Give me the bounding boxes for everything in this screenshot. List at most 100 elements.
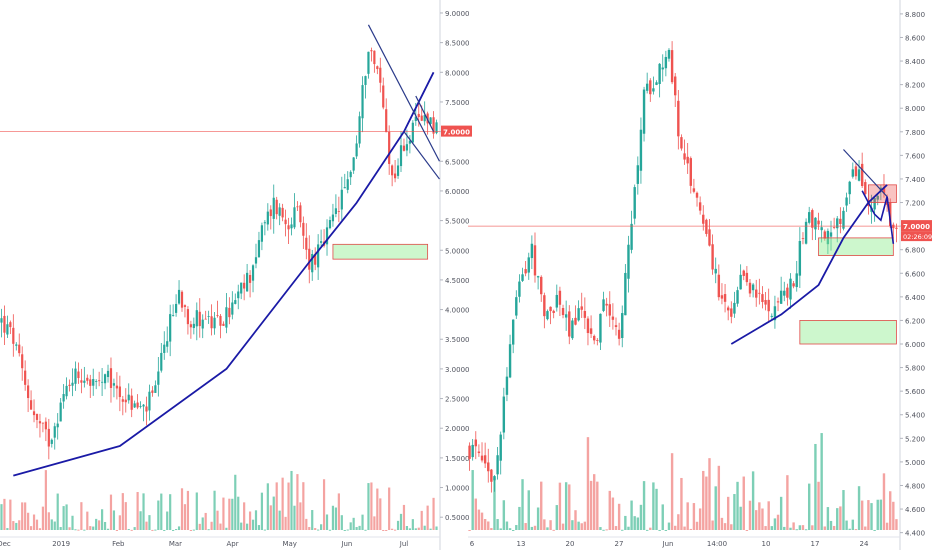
y-tick-label: 8.0000	[445, 69, 470, 77]
volume-bar	[334, 507, 337, 530]
candle-body	[65, 385, 68, 397]
candle-body	[574, 317, 577, 325]
volume-bar	[243, 502, 246, 530]
volume-bar	[284, 516, 287, 530]
y-tick-label: 6.600	[905, 270, 925, 278]
volume-bar	[758, 502, 761, 530]
volume-bar	[764, 526, 767, 530]
candle-body	[269, 209, 272, 217]
x-tick-label: 6	[470, 540, 475, 548]
volume-bar	[480, 512, 484, 530]
volume-bar	[402, 504, 406, 530]
candle-body	[53, 426, 56, 438]
volume-bar	[32, 514, 36, 530]
x-tick-label: Feb	[112, 540, 125, 548]
candle-body	[21, 354, 24, 369]
zone-box	[799, 320, 897, 345]
volume-bar	[103, 521, 107, 530]
x-tick-label: 27	[615, 540, 624, 548]
candle-body	[95, 381, 98, 382]
x-tick-label: Mar	[169, 540, 182, 548]
candle-body	[480, 455, 484, 461]
y-tick-label: 6.5000	[445, 158, 470, 166]
candle-body	[530, 243, 534, 259]
volume-bar	[530, 526, 534, 530]
y-tick-label: 1.5000	[445, 455, 470, 463]
volume-bar	[518, 506, 521, 530]
candle-body	[157, 371, 160, 385]
candle-body	[611, 316, 615, 320]
volume-bars	[0, 470, 438, 531]
y-tick-label: 6.000	[905, 341, 925, 349]
candle-body	[112, 383, 116, 386]
candle-body	[358, 116, 361, 144]
volume-bar	[322, 479, 326, 530]
volume-bar	[385, 529, 388, 531]
candle-body	[260, 225, 264, 242]
volume-bar	[231, 498, 234, 530]
candle-body	[739, 274, 742, 290]
candle-body	[391, 165, 394, 176]
volume-bar	[773, 518, 777, 530]
candle-body	[225, 307, 228, 328]
volume-bar	[246, 523, 249, 530]
volume-bar	[804, 529, 808, 531]
candle-body	[502, 396, 506, 433]
candle-body	[596, 340, 599, 341]
volume-bar	[826, 507, 830, 530]
volume-bar	[269, 505, 272, 530]
candle-body	[561, 308, 565, 316]
volume-bar	[533, 525, 537, 530]
volume-bar	[12, 521, 15, 530]
candle-body	[483, 455, 487, 464]
volume-bar	[867, 500, 870, 530]
y-tick-label: 5.400	[905, 412, 925, 420]
candles	[468, 41, 898, 493]
volume-bar	[468, 529, 471, 531]
volume-bar	[320, 524, 323, 530]
volume-bar	[254, 510, 258, 530]
volume-bar	[496, 519, 499, 530]
chart-panel-left: 0.5000 1.0000 1.5000 2.0000 2.5000 3.0000 3.50…	[0, 0, 472, 550]
candle-body	[711, 244, 714, 270]
candle-body	[599, 313, 602, 343]
volume-bar	[429, 528, 432, 530]
candle-body	[708, 229, 711, 246]
candle-body	[499, 434, 502, 461]
candle-body	[857, 169, 861, 181]
candle-body	[15, 344, 18, 346]
candle-body	[789, 278, 792, 300]
volume-bar	[748, 500, 752, 530]
volume-bar	[210, 521, 213, 530]
volume-bar	[642, 481, 646, 530]
candle-body	[568, 311, 571, 337]
candle-body	[154, 385, 157, 393]
candle-body	[136, 402, 139, 408]
volume-bar	[136, 492, 139, 530]
y-tick-label: 6.200	[905, 317, 925, 325]
volume-bar	[6, 528, 9, 530]
candle-body	[231, 302, 234, 315]
volume-bar	[80, 502, 83, 530]
candle-body	[726, 307, 730, 311]
volume-bar	[423, 525, 426, 530]
candle-body	[305, 237, 308, 250]
candle-body	[139, 406, 142, 407]
volume-bar	[568, 484, 571, 530]
candle-body	[373, 50, 376, 65]
volume-bar	[649, 527, 652, 530]
candle-body	[115, 385, 118, 389]
y-tick-label: 7.400	[905, 176, 925, 184]
volume-bar	[248, 511, 252, 530]
candle-body	[92, 379, 95, 386]
candle-body	[630, 223, 633, 250]
volume-bar	[157, 500, 160, 530]
candle-body	[689, 158, 692, 186]
candle-body	[602, 299, 605, 311]
candle-body	[702, 214, 705, 224]
candle-body	[798, 240, 802, 276]
x-tick-label: Dec	[0, 540, 11, 548]
candle-body	[287, 225, 290, 230]
volume-bar	[487, 521, 490, 530]
